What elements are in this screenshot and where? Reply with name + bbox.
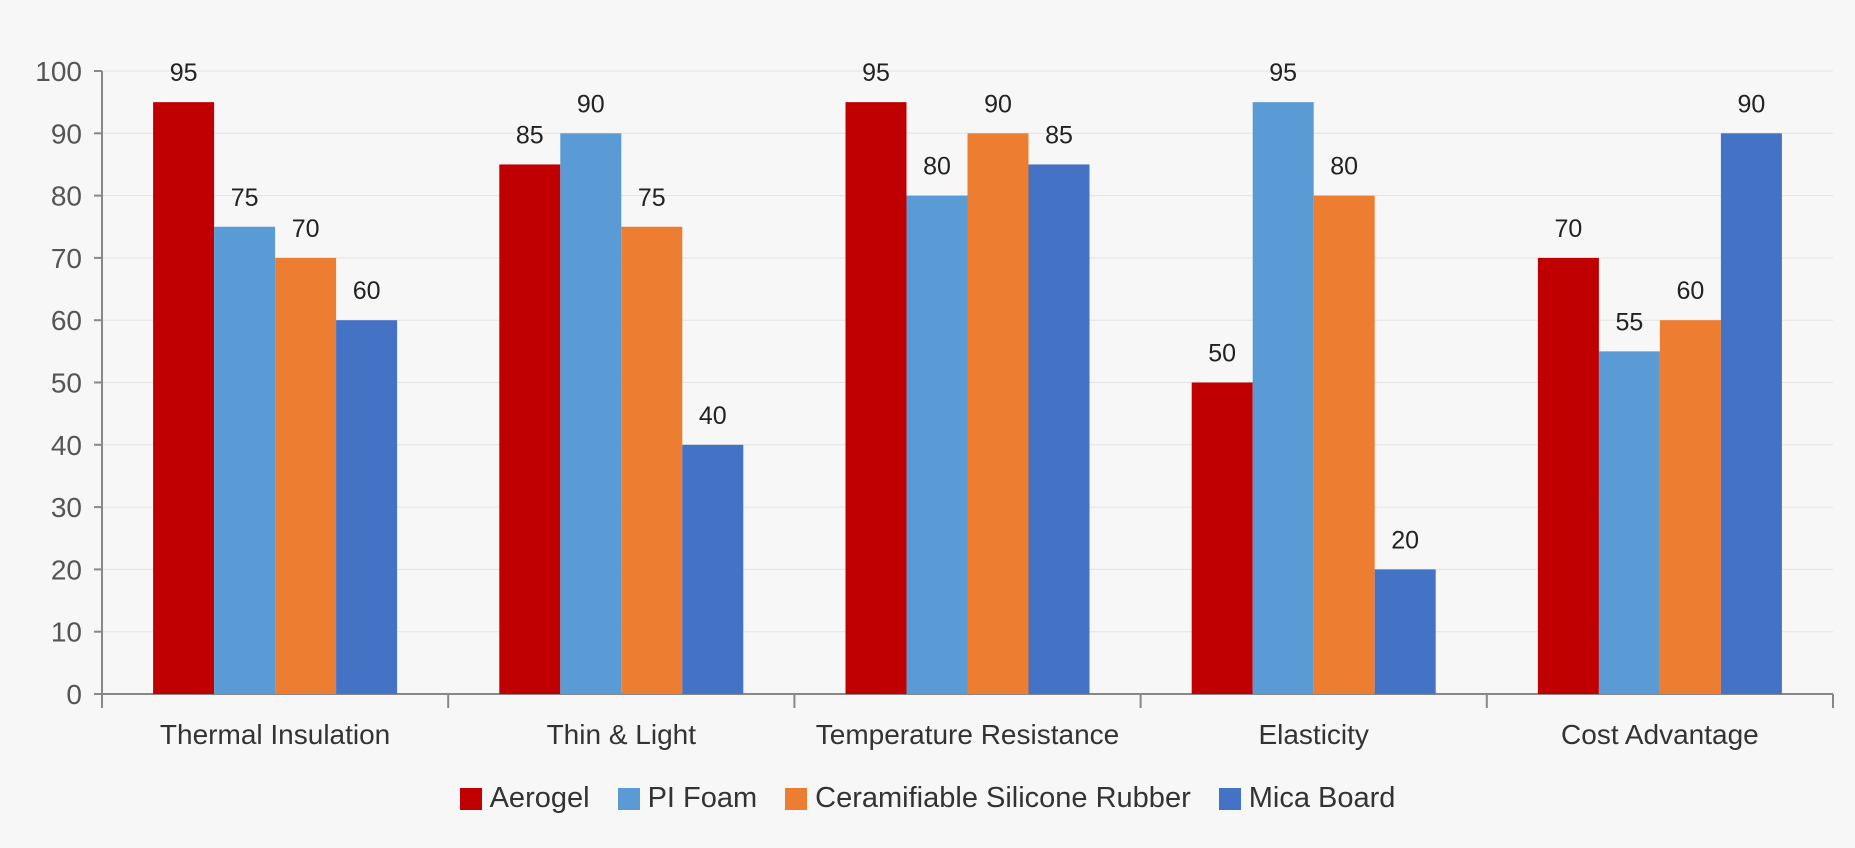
bar xyxy=(214,226,276,694)
data-label: 85 xyxy=(516,121,544,149)
bar xyxy=(906,195,968,694)
y-tick-label: 20 xyxy=(51,554,82,585)
legend-item: Aerogel xyxy=(459,782,590,815)
data-label: 90 xyxy=(1737,90,1765,118)
x-category-label: Temperature Resistance xyxy=(816,719,1119,750)
bar xyxy=(621,226,683,694)
x-category-label: Thermal Insulation xyxy=(160,719,390,750)
axes: 0 10 20 30 40 50 60 70 80 90 100 Thermal Insulation… xyxy=(35,56,1834,750)
data-label: 40 xyxy=(699,402,727,430)
y-tick-label: 0 xyxy=(66,679,82,710)
y-tick-label: 50 xyxy=(51,368,82,399)
x-category-label: Cost Advantage xyxy=(1561,719,1759,750)
legend-label: PI Foam xyxy=(647,782,758,814)
data-label: 20 xyxy=(1391,526,1419,554)
bar xyxy=(1313,195,1375,694)
data-label: 95 xyxy=(862,59,890,87)
data-label: 75 xyxy=(638,184,666,212)
data-label: 60 xyxy=(1676,277,1704,305)
legend: Aerogel PI Foam Ceramifiable Silicone Rubb… xyxy=(0,782,1855,815)
bar xyxy=(1252,102,1314,694)
data-label: 55 xyxy=(1615,308,1643,336)
data-label: 90 xyxy=(984,90,1012,118)
x-category-label: Elasticity xyxy=(1258,719,1368,750)
legend-item: PI Foam xyxy=(617,782,758,815)
legend-label: Ceramifiable Silicone Rubber xyxy=(815,782,1191,814)
data-label: 80 xyxy=(923,153,951,181)
y-tick-label: 10 xyxy=(51,617,82,648)
y-tick-label: 100 xyxy=(35,56,82,87)
legend-swatch xyxy=(617,787,640,810)
bar xyxy=(967,133,1029,695)
legend-swatch xyxy=(1218,787,1241,810)
bar xyxy=(1374,569,1436,694)
bar-chart: 0 10 20 30 40 50 60 70 80 90 100 Thermal Insulation… xyxy=(35,56,1834,750)
legend-swatch xyxy=(785,787,808,810)
bar xyxy=(1191,382,1253,694)
y-tick-label: 60 xyxy=(51,305,82,336)
data-label: 95 xyxy=(170,59,198,87)
legend-item: Mica Board xyxy=(1218,782,1396,815)
bar xyxy=(1598,351,1660,694)
data-label: 60 xyxy=(353,277,381,305)
y-tick-label: 70 xyxy=(51,243,82,274)
bar xyxy=(1028,164,1090,694)
bar xyxy=(1537,257,1599,694)
data-label: 85 xyxy=(1045,121,1073,149)
bar xyxy=(682,444,744,694)
y-tick-label: 30 xyxy=(51,492,82,523)
bar xyxy=(275,257,337,694)
data-labels: 95 75 70 60 85 90 75 40 95 80 90 85 50 95 80 20 70 55 60 90 xyxy=(170,59,1766,554)
data-label: 70 xyxy=(1554,215,1582,243)
data-label: 70 xyxy=(292,215,320,243)
x-category-label: Thin & Light xyxy=(547,719,697,750)
bar xyxy=(560,133,622,695)
data-label: 90 xyxy=(577,90,605,118)
legend-label: Mica Board xyxy=(1248,782,1396,814)
legend-item: Ceramifiable Silicone Rubber xyxy=(785,782,1191,815)
bars xyxy=(153,102,1782,695)
data-label: 80 xyxy=(1330,153,1358,181)
bar xyxy=(845,102,907,694)
data-label: 95 xyxy=(1269,59,1297,87)
bar xyxy=(499,164,561,694)
legend-swatch xyxy=(459,787,482,810)
data-label: 50 xyxy=(1208,340,1236,368)
y-tick-label: 40 xyxy=(51,430,82,461)
y-tick-label: 90 xyxy=(51,118,82,149)
legend-label: Aerogel xyxy=(489,782,590,814)
bar xyxy=(153,102,215,694)
y-tick-label: 80 xyxy=(51,181,82,212)
bar xyxy=(1659,320,1721,694)
data-label: 75 xyxy=(231,184,259,212)
bar xyxy=(336,320,398,694)
bar xyxy=(1720,133,1782,695)
